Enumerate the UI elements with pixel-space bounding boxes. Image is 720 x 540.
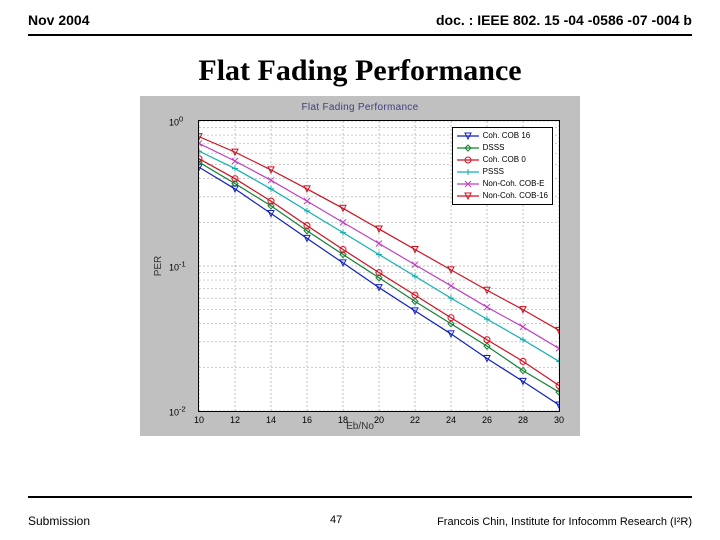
legend-label: Non-Coh. COB-16 — [483, 190, 548, 202]
xtick: 10 — [194, 415, 204, 425]
footer-right: Francois Chin, Institute for Infocomm Re… — [437, 516, 692, 528]
chart-plot-area: Coh. COB 16DSSSCoh. COB 0PSSSNon-Coh. CO… — [198, 120, 560, 412]
xtick: 24 — [446, 415, 456, 425]
chart-title: Flat Fading Performance — [140, 102, 580, 113]
legend-swatch — [457, 167, 479, 177]
legend-swatch — [457, 143, 479, 153]
legend-swatch — [457, 155, 479, 165]
ytick: 100 — [169, 115, 183, 128]
chart-legend: Coh. COB 16DSSSCoh. COB 0PSSSNon-Coh. CO… — [452, 127, 553, 205]
legend-item: PSSS — [457, 166, 548, 178]
legend-item: Non-Coh. COB-E — [457, 178, 548, 190]
legend-swatch — [457, 191, 479, 201]
ytick: 10-2 — [169, 405, 186, 418]
legend-item: Coh. COB 0 — [457, 154, 548, 166]
header-date: Nov 2004 — [28, 12, 89, 28]
chart-xlabel: Eb/No — [140, 421, 580, 432]
xtick: 28 — [518, 415, 528, 425]
header-rule — [28, 34, 692, 36]
legend-item: Coh. COB 16 — [457, 130, 548, 142]
xtick: 16 — [302, 415, 312, 425]
xtick: 18 — [338, 415, 348, 425]
legend-label: PSSS — [483, 166, 504, 178]
xtick: 26 — [482, 415, 492, 425]
legend-swatch — [457, 179, 479, 189]
page-title: Flat Fading Performance — [0, 54, 720, 88]
xtick: 14 — [266, 415, 276, 425]
footer-page: 47 — [330, 514, 342, 526]
footer-left: Submission — [28, 514, 90, 528]
legend-item: DSSS — [457, 142, 548, 154]
legend-label: Coh. COB 0 — [483, 154, 526, 166]
ytick: 10-1 — [169, 260, 186, 273]
legend-label: Coh. COB 16 — [483, 130, 531, 142]
legend-item: Non-Coh. COB-16 — [457, 190, 548, 202]
chart-container: Flat Fading Performance PER Eb/No Coh. C… — [140, 96, 580, 436]
chart-ylabel: PER — [153, 256, 164, 277]
xtick: 20 — [374, 415, 384, 425]
xtick: 30 — [554, 415, 564, 425]
legend-label: Non-Coh. COB-E — [483, 178, 545, 190]
xtick: 12 — [230, 415, 240, 425]
footer-rule — [28, 496, 692, 498]
legend-swatch — [457, 131, 479, 141]
header-docref: doc. : IEEE 802. 15 -04 -0586 -07 -004 b — [436, 12, 692, 28]
xtick: 22 — [410, 415, 420, 425]
legend-label: DSSS — [483, 142, 505, 154]
